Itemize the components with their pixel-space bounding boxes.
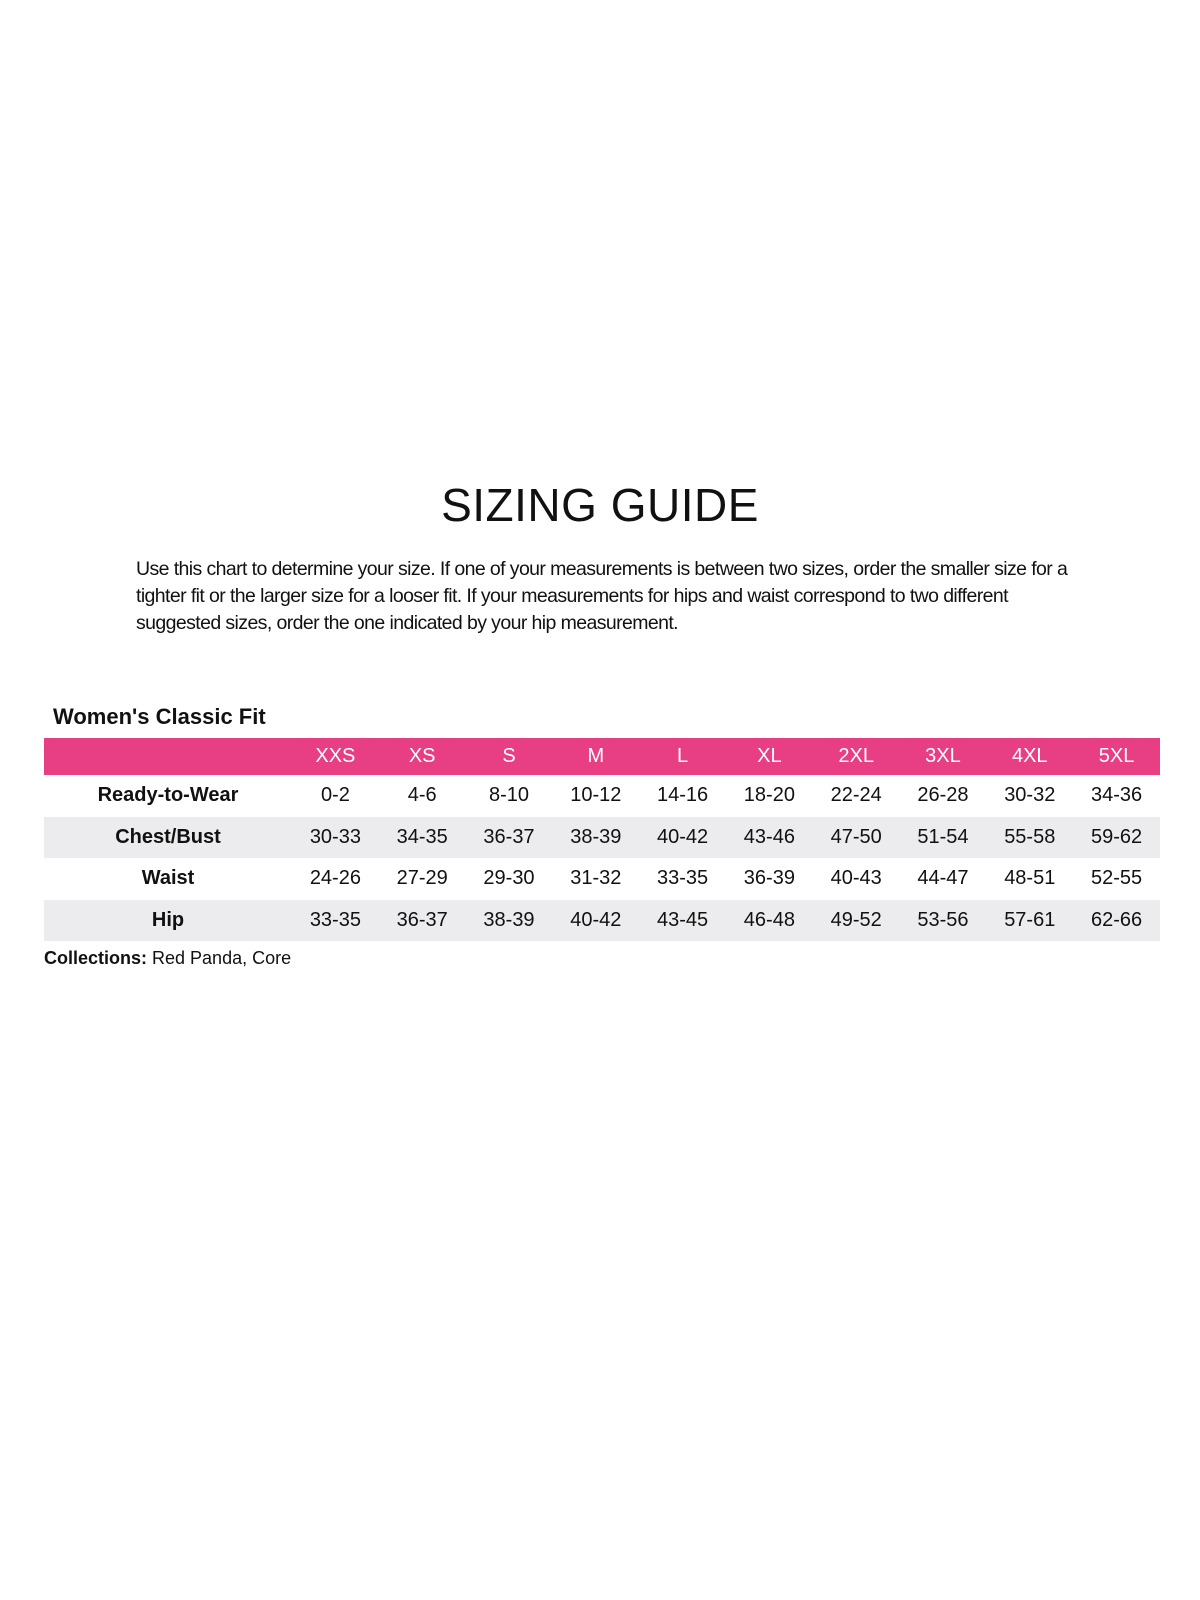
size-header-xl: XL (757, 745, 782, 767)
table-cell: 29-30 (483, 867, 535, 890)
table-cell: 46-48 (743, 908, 795, 931)
size-header-5xl: 5XL (1098, 745, 1135, 767)
table-cell: 24-26 (309, 867, 361, 890)
table-cell: 30-33 (309, 825, 361, 848)
table-cell: 40-43 (830, 867, 882, 890)
table-cell: 62-66 (1091, 908, 1143, 931)
table-cell: 44-47 (917, 867, 969, 890)
table-cell: 38-39 (483, 908, 535, 931)
table-cell: 43-45 (657, 908, 709, 931)
table-cell: 57-61 (1004, 908, 1056, 931)
table-cell: 40-42 (570, 908, 622, 931)
table-cell: 0-2 (320, 784, 350, 807)
intro-text: Use this chart to determine your size. I… (136, 558, 1068, 634)
table-cell: 48-51 (1004, 867, 1056, 890)
table-cell: 4-6 (407, 784, 437, 807)
table-row: Ready-to-Wear 0-2 4-6 8-10 10-12 14-16 18-20 22… (44, 775, 1160, 817)
row-label: Chest/Bust (115, 825, 221, 848)
page-title: SIZING GUIDE (441, 479, 759, 531)
table-cell: 53-56 (917, 908, 969, 931)
row-label: Ready-to-Wear (97, 784, 239, 807)
table-cell: 34-35 (396, 825, 448, 848)
size-header-row: XXS XS S M L XL 2XL 3XL 4XL 5XL (44, 738, 1160, 775)
table-row: Waist 24-26 27-29 29-30 31-32 33-35 36-39 40-43… (44, 858, 1160, 900)
size-header-s: S (502, 745, 516, 767)
collections-label: Collections: (44, 948, 148, 968)
size-header-4xl: 4XL (1011, 745, 1048, 767)
table-title: Women's Classic Fit (53, 704, 266, 729)
size-header-l: L (677, 745, 689, 767)
table-cell: 31-32 (570, 867, 622, 890)
table-cell: 30-32 (1004, 784, 1056, 807)
table-cell: 52-55 (1091, 867, 1143, 890)
table-cell: 22-24 (830, 784, 882, 807)
table-cell: 34-36 (1091, 784, 1143, 807)
table-cell: 14-16 (657, 784, 709, 807)
table-cell: 8-10 (488, 784, 529, 807)
row-label: Waist (141, 867, 195, 890)
table-row: Chest/Bust 30-33 34-35 36-37 38-39 40-42 43-46… (44, 816, 1160, 858)
table-cell: 38-39 (570, 825, 622, 848)
table-cell: 18-20 (743, 784, 795, 807)
table-cell: 47-50 (830, 825, 882, 848)
table-cell: 33-35 (309, 908, 361, 931)
size-header-xxs: XXS (315, 745, 356, 767)
collections-value: Red Panda, Core (147, 948, 292, 968)
table-cell: 36-37 (396, 908, 448, 931)
header-empty-cell (44, 738, 292, 775)
size-header-2xl: 2XL (838, 745, 874, 767)
table-cell: 55-58 (1004, 825, 1056, 848)
row-label: Hip (151, 908, 185, 931)
table-cell: 59-62 (1091, 825, 1143, 848)
table-cell: 10-12 (570, 784, 622, 807)
table-cell: 33-35 (657, 867, 709, 890)
table-cell: 43-46 (743, 825, 795, 848)
size-header-m: M (587, 745, 605, 767)
table-cell: 36-39 (743, 867, 795, 890)
table-cell: 26-28 (917, 784, 969, 807)
table-cell: 51-54 (917, 825, 969, 848)
table-cell: 49-52 (830, 908, 882, 931)
table-cell: 27-29 (396, 867, 448, 890)
size-header-xs: XS (408, 745, 436, 767)
table-cell: 40-42 (657, 825, 709, 848)
table-row: Hip 33-35 36-37 38-39 40-42 43-45 46-48 49-52 53… (44, 899, 1160, 941)
collections-note: Collections: Red Panda, Core (44, 948, 291, 969)
table-cell: 36-37 (483, 825, 535, 848)
size-header-3xl: 3XL (925, 745, 961, 767)
size-chart-table: XXS XS S M L XL 2XL 3XL 4XL 5XL Ready-to-Wear 0-2 4… (44, 738, 1160, 941)
